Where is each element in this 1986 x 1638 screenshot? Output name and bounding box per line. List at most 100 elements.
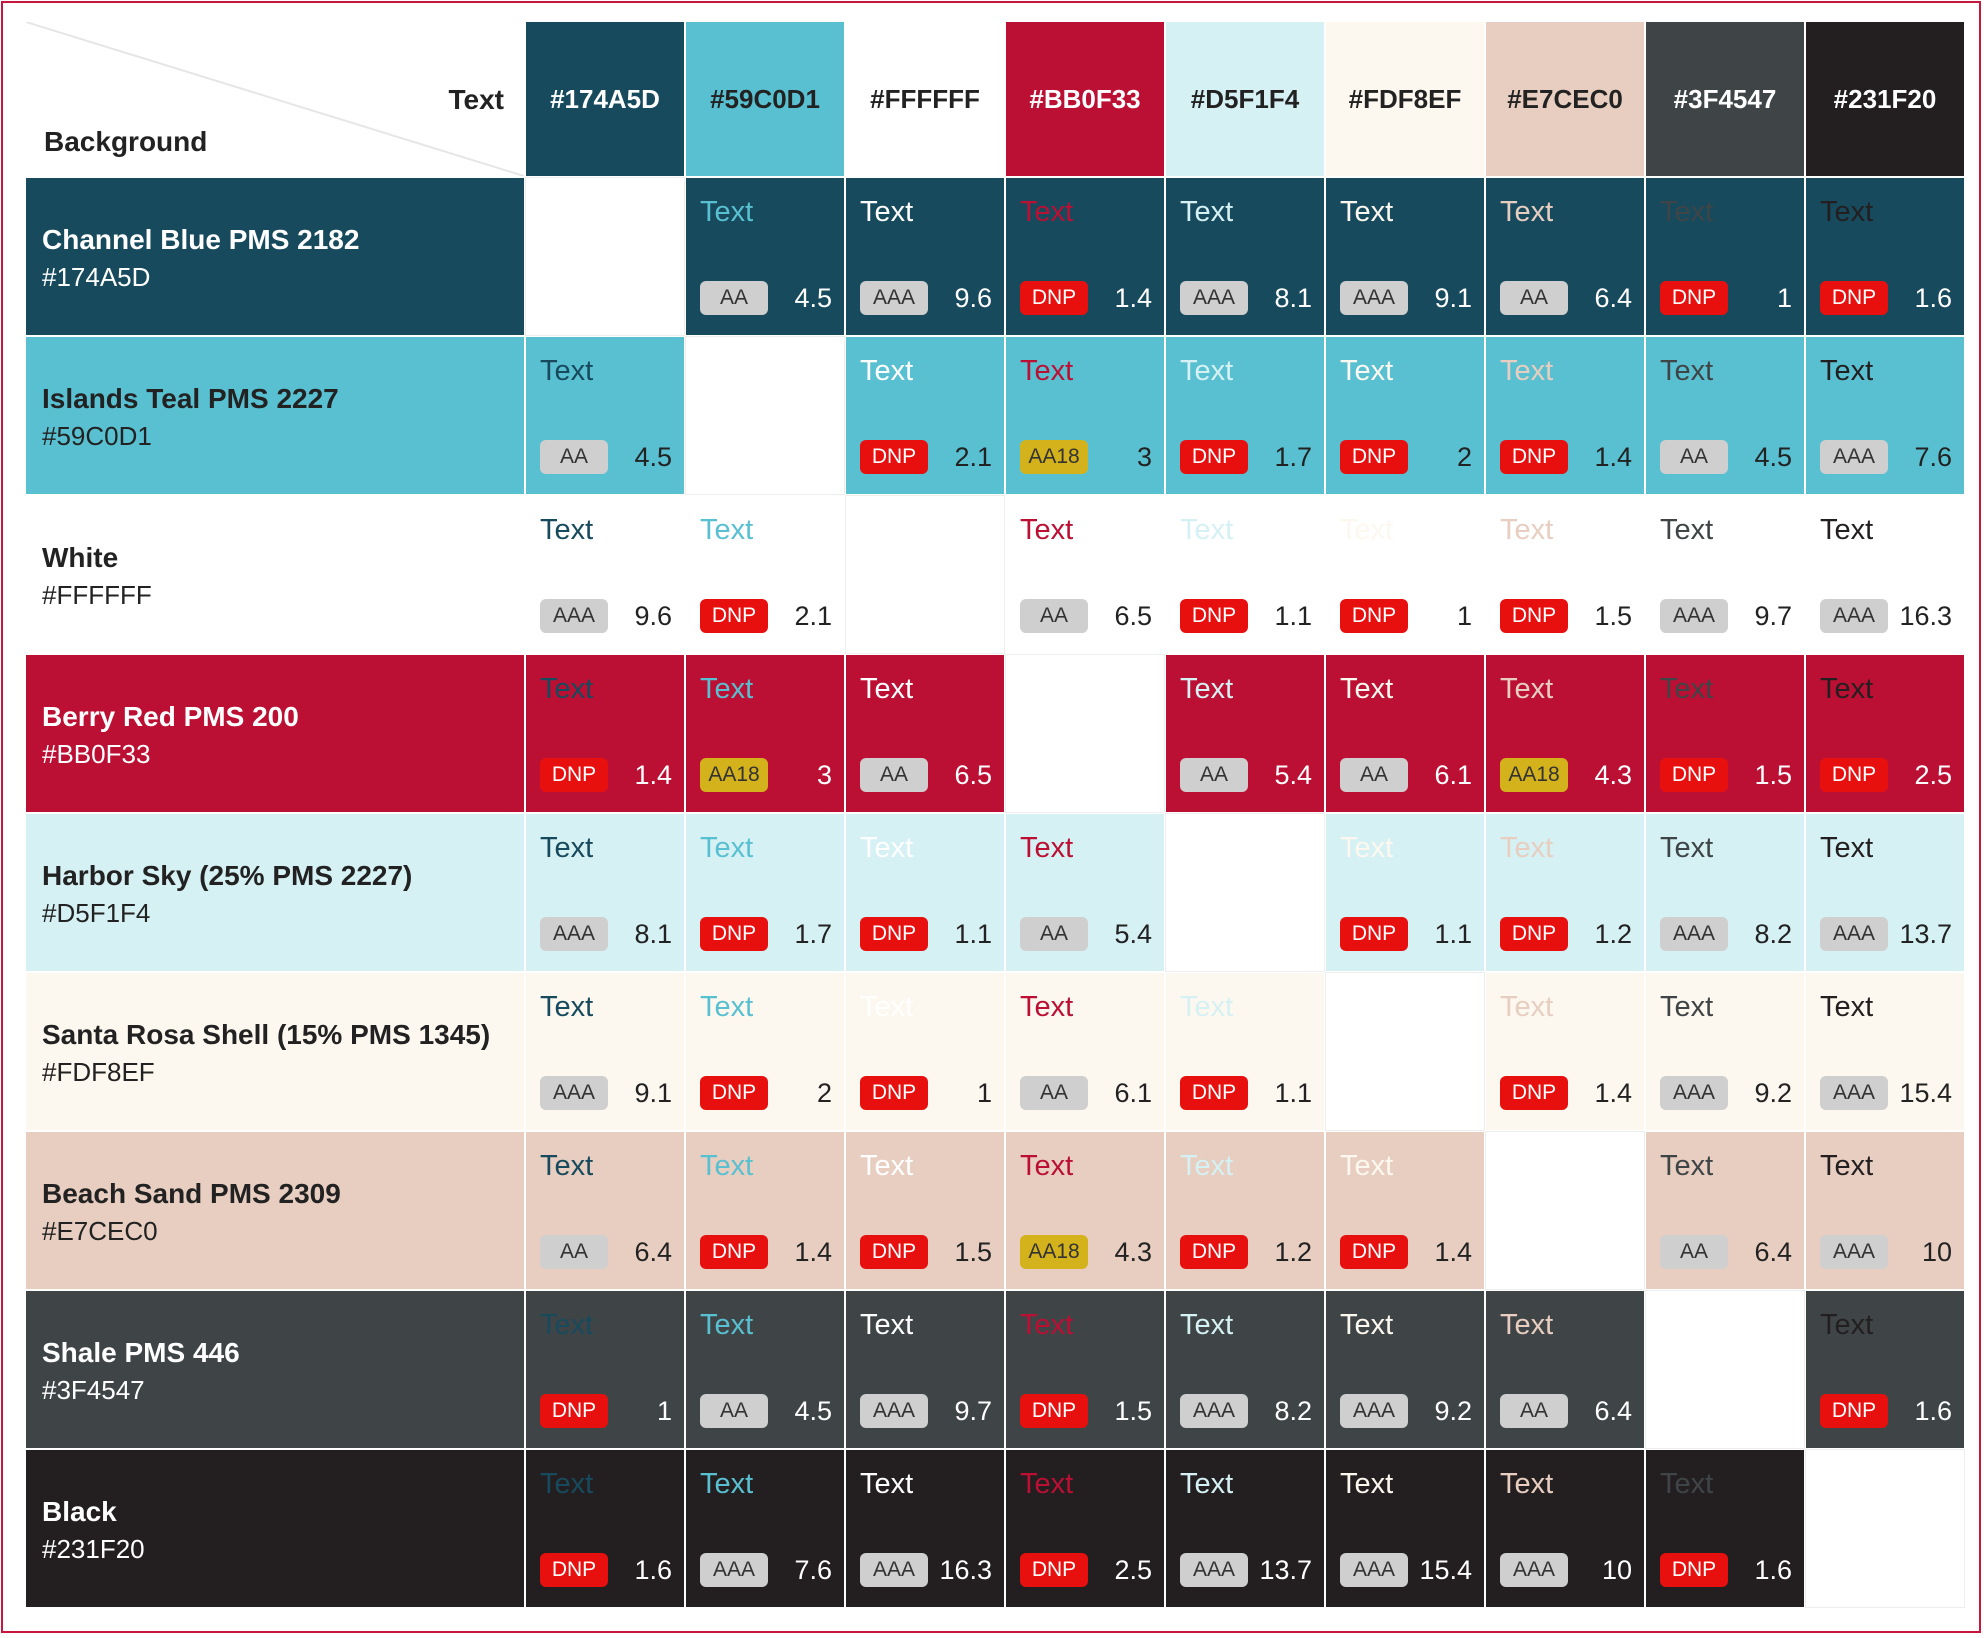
contrast-cell [525, 177, 685, 336]
contrast-cell: Text AA 6.1 [1326, 655, 1484, 812]
row-hex: #59C0D1 [42, 421, 152, 451]
sample-text: Text [540, 832, 594, 864]
contrast-ratio: 2 [816, 1078, 832, 1108]
rating-badge: AAA [540, 599, 608, 633]
contrast-ratio: 9.2 [1434, 1396, 1472, 1426]
sample-text: Text [700, 1309, 754, 1341]
contrast-cell: Text AA18 4.3 [1006, 1132, 1164, 1289]
sample-text: Text [1180, 1309, 1234, 1341]
sample-text: Text [1500, 991, 1554, 1023]
sample-text: Text [1500, 196, 1554, 228]
sample-text: Text [1500, 514, 1554, 546]
sample-text: Text [1820, 1309, 1874, 1341]
column-header: #231F20 [1806, 22, 1964, 176]
contrast-cell: Text DNP 1.4 [526, 655, 684, 812]
contrast-cell: Text AAA 13.7 [1166, 1450, 1324, 1607]
sample-text: Text [700, 196, 754, 228]
contrast-cell: Text AA 4.5 [686, 1291, 844, 1448]
sample-text: Text [860, 355, 914, 387]
contrast-cell: Text DNP 1.1 [1326, 814, 1484, 971]
sample-text: Text [860, 673, 914, 705]
row-name: White [42, 542, 119, 573]
rating-badge: AAA [1180, 281, 1248, 315]
column-header: #BB0F33 [1006, 22, 1164, 176]
rating-badge: AA [1020, 1076, 1088, 1110]
contrast-cell: Text AA 4.5 [526, 337, 684, 494]
contrast-ratio: 9.2 [1754, 1078, 1792, 1108]
contrast-ratio: 4.5 [634, 442, 672, 472]
sample-text: Text [700, 991, 754, 1023]
contrast-ratio: 5.4 [1114, 919, 1152, 949]
contrast-cell [1805, 1449, 1965, 1608]
rating-badge: AA [1500, 1394, 1568, 1428]
row-header: White #FFFFFF [26, 496, 524, 653]
rating-badge: AAA [1180, 1553, 1248, 1587]
contrast-ratio: 1.4 [1114, 283, 1152, 313]
sample-text: Text [1180, 355, 1234, 387]
contrast-cell [685, 336, 845, 495]
contrast-ratio: 1.1 [1274, 601, 1312, 631]
rating-badge: DNP [540, 1394, 608, 1428]
rating-badge: DNP [1340, 440, 1408, 474]
contrast-ratio: 6.4 [634, 1237, 672, 1267]
contrast-cell: Text DNP 2.5 [1806, 655, 1964, 812]
row-hex: #231F20 [42, 1534, 145, 1564]
sample-text: Text [1500, 1468, 1554, 1500]
row-header: Beach Sand PMS 2309 #E7CEC0 [26, 1132, 524, 1289]
rating-badge: AA18 [1020, 1235, 1088, 1269]
contrast-ratio: 1.1 [1274, 1078, 1312, 1108]
contrast-ratio: 1 [976, 1078, 992, 1108]
contrast-cell [1325, 972, 1485, 1131]
rating-badge: DNP [540, 1553, 608, 1587]
sample-text: Text [1020, 1150, 1074, 1182]
sample-text: Text [1660, 832, 1714, 864]
rating-badge: DNP [1660, 281, 1728, 315]
contrast-cell: Text DNP 1.6 [1806, 178, 1964, 335]
contrast-ratio: 2.1 [794, 601, 832, 631]
contrast-cell: Text DNP 1.6 [1806, 1291, 1964, 1448]
sample-text: Text [1500, 673, 1554, 705]
contrast-cell: Text DNP 1.6 [1646, 1450, 1804, 1607]
contrast-ratio: 10 [1921, 1237, 1952, 1267]
contrast-ratio: 8.1 [634, 919, 672, 949]
background-axis-label: Background [44, 126, 208, 157]
contrast-ratio: 2.1 [954, 442, 992, 472]
contrast-ratio: 6.5 [1114, 601, 1152, 631]
sample-text: Text [1180, 1150, 1234, 1182]
contrast-cell: Text AAA 16.3 [846, 1450, 1004, 1607]
sample-text: Text [1180, 196, 1234, 228]
rating-badge: AAA [1660, 599, 1728, 633]
sample-text: Text [540, 355, 594, 387]
contrast-cell [1645, 1290, 1805, 1449]
contrast-cell: Text AAA 9.6 [846, 178, 1004, 335]
row-hex: #3F4547 [42, 1375, 145, 1405]
contrast-ratio: 1.5 [954, 1237, 992, 1267]
contrast-ratio: 16.3 [939, 1555, 992, 1585]
contrast-ratio: 9.6 [954, 283, 992, 313]
column-header: #E7CEC0 [1486, 22, 1644, 176]
contrast-cell: Text AA 5.4 [1006, 814, 1164, 971]
contrast-ratio: 13.7 [1259, 1555, 1312, 1585]
column-header: #FFFFFF [846, 22, 1004, 176]
contrast-cell: Text AA18 3 [686, 655, 844, 812]
contrast-cell: Text DNP 1.5 [1486, 496, 1644, 653]
contrast-ratio: 3 [1136, 442, 1152, 472]
column-header: #3F4547 [1646, 22, 1804, 176]
row-header: Berry Red PMS 200 #BB0F33 [26, 655, 524, 812]
rating-badge: AA18 [1020, 440, 1088, 474]
row-hex: #D5F1F4 [42, 898, 151, 928]
sample-text: Text [540, 673, 594, 705]
contrast-cell: Text AAA 8.1 [1166, 178, 1324, 335]
rating-badge: DNP [1340, 599, 1408, 633]
contrast-ratio: 2 [1456, 442, 1472, 472]
contrast-ratio: 6.4 [1754, 1237, 1792, 1267]
contrast-cell: Text AA 6.4 [1486, 1291, 1644, 1448]
rating-badge: DNP [860, 440, 928, 474]
sample-text: Text [1020, 832, 1074, 864]
sample-text: Text [1820, 514, 1874, 546]
row-name: Harbor Sky (25% PMS 2227) [42, 860, 413, 891]
contrast-cell: Text AAA 9.7 [1646, 496, 1804, 653]
sample-text: Text [860, 991, 914, 1023]
